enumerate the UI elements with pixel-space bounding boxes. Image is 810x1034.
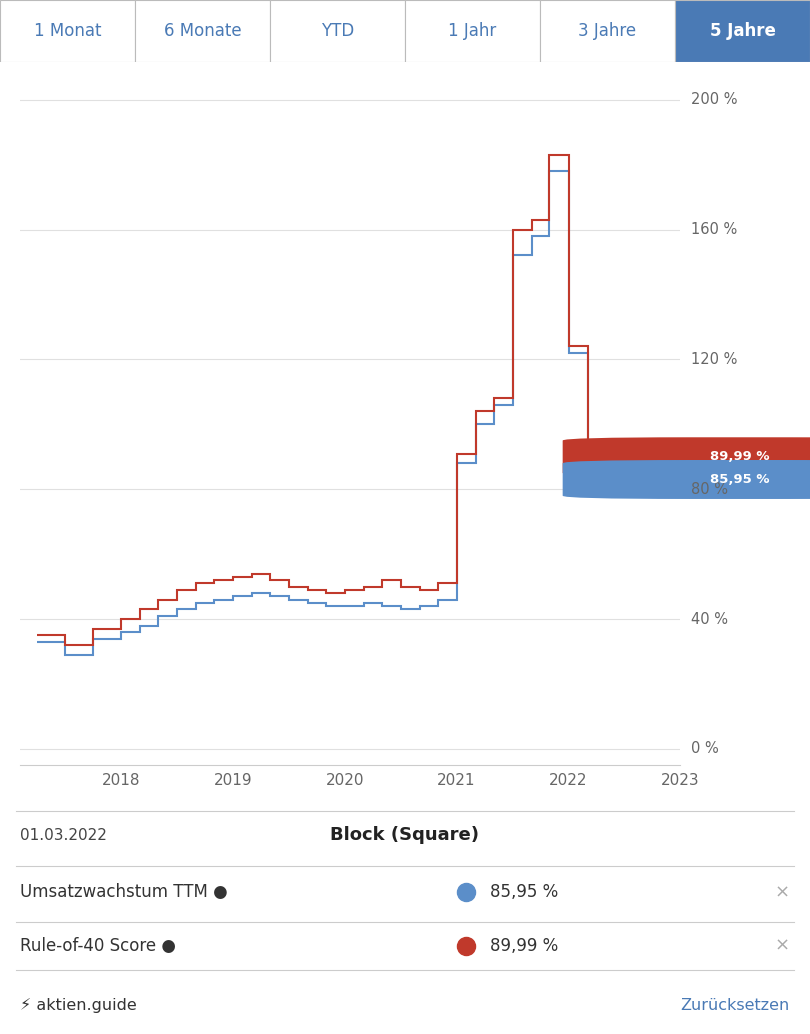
Text: 80 %: 80 % [691,482,727,496]
FancyBboxPatch shape [563,437,810,477]
Text: Zurücksetzen: Zurücksetzen [680,998,790,1013]
Text: 1 Jahr: 1 Jahr [449,22,497,40]
Text: Block (Square): Block (Square) [330,826,480,845]
Bar [540,0,675,62]
Text: 6 Monate: 6 Monate [164,22,241,40]
Text: Umsatzwachstum TTM ●: Umsatzwachstum TTM ● [20,883,228,902]
Text: ⚡ aktien.guide: ⚡ aktien.guide [20,998,137,1013]
Bar [0,0,135,62]
Text: 40 %: 40 % [691,611,727,627]
Text: ×: × [774,883,789,902]
Bar [135,0,270,62]
Text: 120 %: 120 % [691,352,737,367]
Text: 3 Jahre: 3 Jahre [578,22,637,40]
Text: 85,95 %: 85,95 % [710,473,769,486]
Bar [405,0,540,62]
Bar [270,0,405,62]
Text: 89,99 %: 89,99 % [710,450,769,463]
Text: 0 %: 0 % [691,741,718,757]
Text: YTD: YTD [321,22,354,40]
Text: 1 Monat: 1 Monat [34,22,101,40]
Text: 01.03.2022: 01.03.2022 [20,828,107,843]
Text: 5 Jahre: 5 Jahre [710,22,775,40]
Text: 85,95 %: 85,95 % [490,883,558,902]
FancyBboxPatch shape [563,460,810,499]
Text: 89,99 %: 89,99 % [490,937,558,955]
Bar [675,0,810,62]
Text: 160 %: 160 % [691,222,737,237]
Text: 200 %: 200 % [691,92,737,108]
Text: Rule-of-40 Score ●: Rule-of-40 Score ● [20,937,176,955]
Text: ×: × [774,937,789,955]
